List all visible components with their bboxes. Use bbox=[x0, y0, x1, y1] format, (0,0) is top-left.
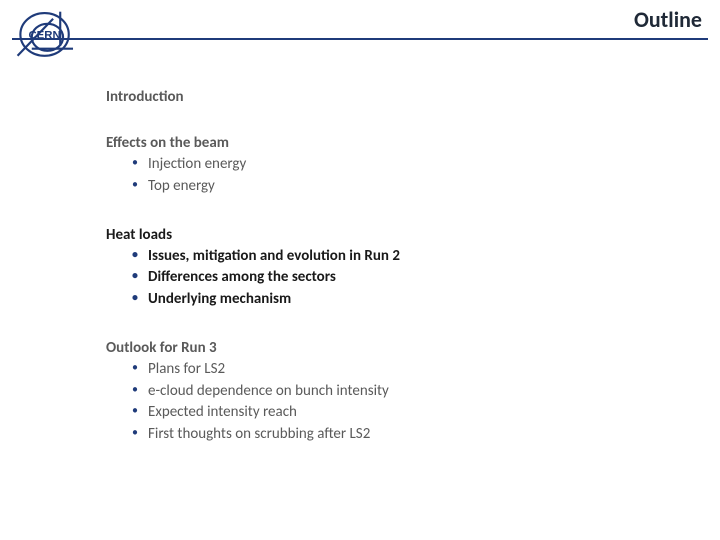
outline-item: First thoughts on scrubbing after LS2 bbox=[132, 424, 660, 446]
outline-item: Top energy bbox=[132, 176, 660, 198]
header-underline bbox=[12, 38, 708, 40]
outline-item: Injection energy bbox=[132, 154, 660, 176]
section-title: Heat loads bbox=[106, 226, 660, 244]
outline-item: Differences among the sectors bbox=[132, 267, 660, 289]
outline-section: Heat loads Issues, mitigation and evoluti… bbox=[106, 226, 660, 311]
outline-section: Outlook for Run 3 Plans for LS2e-cloud de… bbox=[106, 339, 660, 446]
outline-item: Underlying mechanism bbox=[132, 289, 660, 311]
cern-logo: CERN bbox=[10, 6, 82, 70]
slide: { "header": { "title": "Outline", "title… bbox=[0, 0, 720, 540]
section-title: Outlook for Run 3 bbox=[106, 339, 660, 357]
outline-item: Plans for LS2 bbox=[132, 359, 660, 381]
outline-section: Effects on the beam Injection energyTop e… bbox=[106, 134, 660, 198]
outline-section: Introduction bbox=[106, 88, 660, 106]
section-title: Introduction bbox=[106, 88, 660, 106]
section-title: Effects on the beam bbox=[106, 134, 660, 152]
header: Outline CERN bbox=[0, 0, 720, 48]
outline-content: Introduction Effects on the beam Injection… bbox=[106, 88, 660, 500]
section-items: Injection energyTop energy bbox=[106, 154, 660, 198]
outline-item: Expected intensity reach bbox=[132, 402, 660, 424]
logo-text: CERN bbox=[28, 30, 60, 42]
section-items: Issues, mitigation and evolution in Run … bbox=[106, 246, 660, 311]
outline-item: Issues, mitigation and evolution in Run … bbox=[132, 246, 660, 268]
outline-item: e-cloud dependence on bunch intensity bbox=[132, 381, 660, 403]
page-title: Outline bbox=[634, 6, 702, 33]
section-items: Plans for LS2e-cloud dependence on bunch… bbox=[106, 359, 660, 446]
